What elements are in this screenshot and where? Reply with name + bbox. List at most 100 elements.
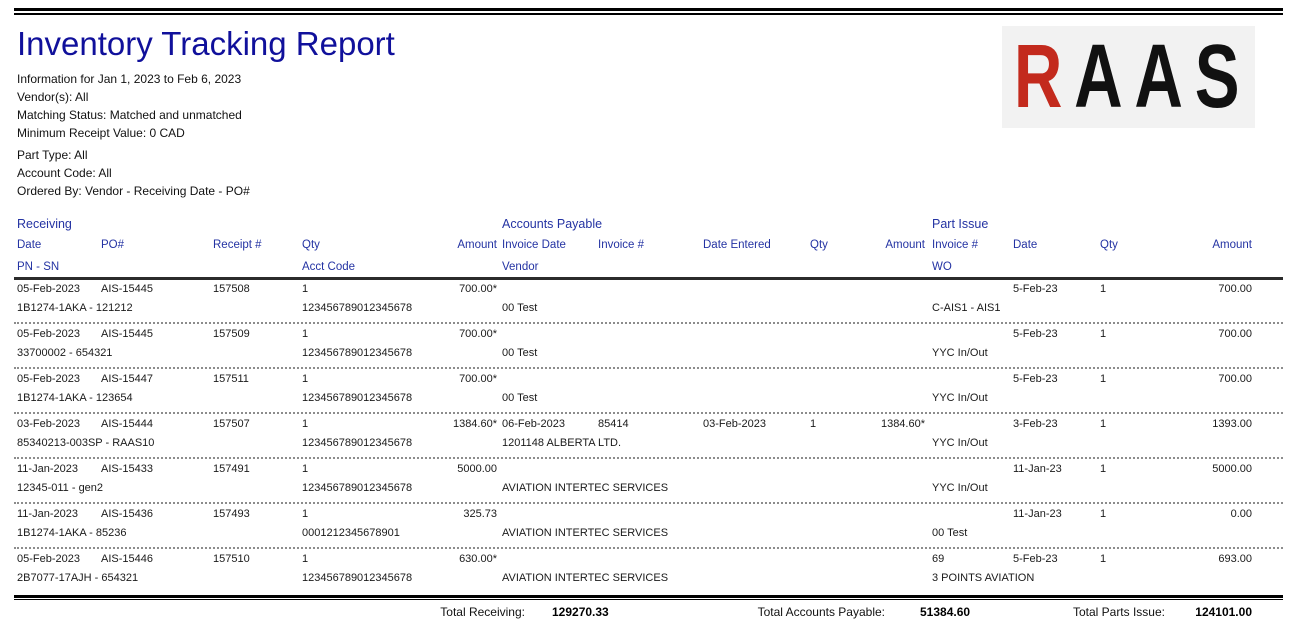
cell-pi-wo: C-AIS1 - AIS1 <box>932 302 1001 314</box>
cell-ap-vendor: AVIATION INTERTEC SERVICES <box>502 572 669 584</box>
cell-rcv-date: 03-Feb-2023 <box>17 418 80 430</box>
table-header: Receiving Accounts Payable Part Issue Da… <box>0 214 1297 277</box>
table-row: 05-Feb-2023 AIS-15446 157510 1 630.00* 6… <box>0 550 1297 594</box>
cell-pi-qty: 1 <box>1100 283 1107 295</box>
cell-rcv-amount: 1384.60* <box>452 418 497 430</box>
header-rcv-pn-sn: PN - SN <box>17 261 60 273</box>
table-body: 05-Feb-2023 AIS-15445 157508 1 700.00* 5… <box>0 280 1297 594</box>
header-ap-qty: Qty <box>810 239 828 251</box>
cell-rcv-receipt: 157491 <box>213 463 250 475</box>
cell-rcv-qty: 1 <box>302 418 309 430</box>
cell-pi-amount: 1393.00 <box>1212 418 1252 430</box>
report-criteria: Information for Jan 1, 2023 to Feb 6, 20… <box>17 70 1297 200</box>
table-row: 11-Jan-2023 AIS-15436 157493 1 325.73 11… <box>0 505 1297 549</box>
total-parts-issue-label: Total Parts Issue: <box>1072 605 1165 619</box>
cell-rcv-acct-code: 123456789012345678 <box>302 572 413 584</box>
table-row-line-1: 05-Feb-2023 AIS-15445 157508 1 700.00* 5… <box>0 280 1297 302</box>
cell-pi-wo: YYC In/Out <box>932 392 988 404</box>
total-parts-issue-value: 124101.00 <box>1195 605 1252 619</box>
cell-rcv-pn-sn: 2B7077-17AJH - 654321 <box>17 572 139 584</box>
cell-ap-vendor: 00 Test <box>502 302 538 314</box>
header-pi-invoice-num: Invoice # <box>932 239 979 251</box>
table-row-line-1: 11-Jan-2023 AIS-15433 157491 1 5000.00 1… <box>0 460 1297 482</box>
table-row: 03-Feb-2023 AIS-15444 157507 1 1384.60* … <box>0 415 1297 459</box>
cell-rcv-qty: 1 <box>302 553 309 565</box>
page-top-rule <box>14 8 1283 15</box>
cell-pi-wo: YYC In/Out <box>932 347 988 359</box>
cell-ap-invoice-num: 85414 <box>598 418 629 430</box>
cell-rcv-acct-code: 123456789012345678 <box>302 392 413 404</box>
cell-pi-qty: 1 <box>1100 328 1107 340</box>
cell-pi-amount: 700.00 <box>1218 373 1252 385</box>
cell-ap-date-entered: 03-Feb-2023 <box>703 418 766 430</box>
totals-row: Total Receiving: 129270.33 Total Account… <box>0 600 1297 628</box>
cell-rcv-amount: 700.00* <box>459 373 497 385</box>
table-row-line-1: 03-Feb-2023 AIS-15444 157507 1 1384.60* … <box>0 415 1297 437</box>
cell-rcv-pn-sn: 1B1274-1AKA - 123654 <box>17 392 133 404</box>
header-pi-qty: Qty <box>1100 239 1118 251</box>
table-row-line-1: 05-Feb-2023 AIS-15447 157511 1 700.00* 5… <box>0 370 1297 392</box>
table-row-line-2: 12345-011 - gen2 123456789012345678 AVIA… <box>0 482 1297 499</box>
cell-rcv-date: 05-Feb-2023 <box>17 328 80 340</box>
table-bottom-rule <box>14 595 1283 600</box>
header-ap-invoice-date: Invoice Date <box>502 239 566 251</box>
table-row-line-1: 11-Jan-2023 AIS-15436 157493 1 325.73 11… <box>0 505 1297 527</box>
cell-rcv-date: 05-Feb-2023 <box>17 553 80 565</box>
cell-rcv-acct-code: 123456789012345678 <box>302 347 413 359</box>
header-rcv-date: Date <box>17 239 42 251</box>
cell-rcv-acct-code: 123456789012345678 <box>302 437 413 449</box>
cell-rcv-receipt: 157508 <box>213 283 250 295</box>
raas-logo-text: RAAS <box>1006 32 1252 122</box>
page-title: Inventory Tracking Report <box>17 25 395 62</box>
cell-rcv-po: AIS-15433 <box>101 463 153 475</box>
cell-rcv-po: AIS-15444 <box>101 418 153 430</box>
cell-rcv-date: 05-Feb-2023 <box>17 373 80 385</box>
criteria-vendors: Vendor(s): All <box>17 90 89 104</box>
cell-ap-vendor: AVIATION INTERTEC SERVICES <box>502 527 669 539</box>
cell-rcv-qty: 1 <box>302 508 309 520</box>
row-separator <box>14 364 1283 369</box>
cell-pi-date: 11-Jan-23 <box>1013 463 1062 475</box>
cell-rcv-po: AIS-15445 <box>101 283 153 295</box>
header-ap-invoice-num: Invoice # <box>598 239 645 251</box>
cell-rcv-amount: 5000.00 <box>457 463 497 475</box>
table-row-line-1: 05-Feb-2023 AIS-15445 157509 1 700.00* 5… <box>0 325 1297 347</box>
cell-pi-date: 5-Feb-23 <box>1013 283 1058 295</box>
cell-ap-vendor: 00 Test <box>502 347 538 359</box>
cell-rcv-receipt: 157509 <box>213 328 250 340</box>
cell-rcv-po: AIS-15447 <box>101 373 153 385</box>
row-separator <box>14 409 1283 414</box>
table-row: 05-Feb-2023 AIS-15447 157511 1 700.00* 5… <box>0 370 1297 414</box>
cell-ap-vendor: 00 Test <box>502 392 538 404</box>
cell-pi-date: 3-Feb-23 <box>1013 418 1058 430</box>
table-row-line-2: 85340213-003SP - RAAS10 1234567890123456… <box>0 437 1297 454</box>
raas-logo-letters-aas: AAS <box>1074 26 1252 127</box>
criteria-date-range: Information for Jan 1, 2023 to Feb 6, 20… <box>17 72 242 86</box>
cell-rcv-pn-sn: 12345-011 - gen2 <box>17 482 104 494</box>
criteria-matching-status: Matching Status: Matched and unmatched <box>17 108 242 122</box>
criteria-part-type: Part Type: All <box>17 148 88 162</box>
cell-rcv-qty: 1 <box>302 463 309 475</box>
cell-pi-amount: 700.00 <box>1218 328 1252 340</box>
cell-rcv-qty: 1 <box>302 373 309 385</box>
group-title-part-issue: Part Issue <box>932 217 989 231</box>
group-title-accounts-payable: Accounts Payable <box>502 217 603 231</box>
cell-ap-amount: 1384.60* <box>880 418 925 430</box>
total-receiving-value: 129270.33 <box>552 605 609 619</box>
cell-pi-date: 5-Feb-23 <box>1013 553 1058 565</box>
total-accounts-payable-value: 51384.60 <box>920 605 971 619</box>
header-pi-amount: Amount <box>1212 239 1252 251</box>
cell-pi-wo: 00 Test <box>932 527 968 539</box>
table-row-line-2: 2B7077-17AJH - 654321 123456789012345678… <box>0 572 1297 589</box>
header-ap-vendor: Vendor <box>502 261 539 273</box>
raas-logo-letter-r: R <box>1013 26 1075 127</box>
cell-rcv-qty: 1 <box>302 328 309 340</box>
cell-pi-date: 11-Jan-23 <box>1013 508 1062 520</box>
cell-rcv-amount: 700.00* <box>459 283 497 295</box>
cell-rcv-date: 11-Jan-2023 <box>17 463 78 475</box>
cell-rcv-receipt: 157507 <box>213 418 250 430</box>
group-title-receiving: Receiving <box>17 217 72 231</box>
table-row-line-2: 1B1274-1AKA - 121212 123456789012345678 … <box>0 302 1297 319</box>
cell-rcv-qty: 1 <box>302 283 309 295</box>
cell-pi-qty: 1 <box>1100 508 1107 520</box>
